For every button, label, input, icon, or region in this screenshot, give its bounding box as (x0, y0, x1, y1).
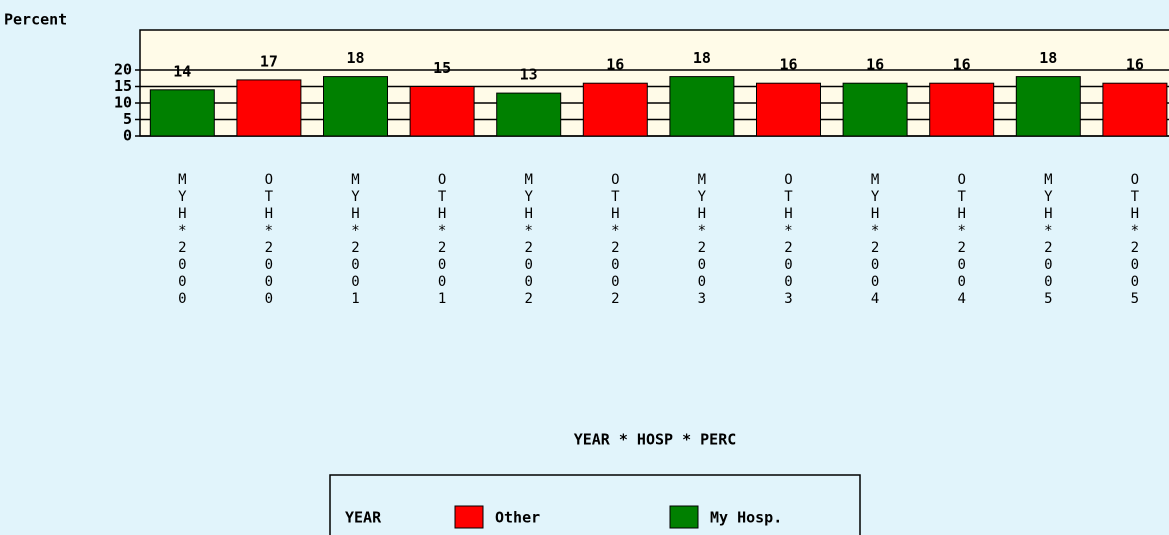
y-tick-label: 10 (114, 94, 132, 112)
data-label: 18 (693, 49, 711, 67)
data-label: 16 (606, 56, 624, 74)
data-label: 16 (1126, 56, 1144, 74)
legend-title: YEAR (345, 509, 382, 527)
y-tick-label: 20 (114, 61, 132, 79)
x-axis-title: YEAR * HOSP * PERC (574, 431, 737, 449)
data-label: 16 (866, 56, 884, 74)
data-label: 16 (779, 56, 797, 74)
data-label: 18 (346, 49, 364, 67)
bar (236, 79, 302, 137)
x-tick-label: MYH*2002 (521, 172, 537, 308)
bar (669, 76, 735, 137)
x-tick-label: OTH*2005 (1127, 172, 1143, 308)
bar (149, 89, 215, 137)
legend (329, 474, 861, 535)
data-label: 14 (173, 62, 191, 80)
data-label: 16 (953, 56, 971, 74)
x-tick-label: OTH*2001 (434, 172, 450, 308)
y-axis-title: Percent (4, 11, 67, 29)
bar (1015, 76, 1081, 137)
legend-swatch (669, 505, 699, 529)
x-tick-label: OTH*2002 (607, 172, 623, 308)
bar (582, 82, 648, 137)
legend-label: Other (495, 509, 540, 527)
y-tick-label: 0 (123, 127, 132, 145)
y-tick-label: 5 (123, 110, 132, 128)
data-label: 18 (1039, 49, 1057, 67)
legend-label: My Hosp. (710, 509, 782, 527)
legend-swatch (454, 505, 484, 529)
bar (756, 82, 821, 137)
x-tick-label: MYH*2005 (1040, 172, 1056, 308)
data-label: 13 (520, 66, 538, 84)
bar (496, 92, 562, 137)
x-tick-label: OTH*2003 (781, 172, 797, 308)
bar (323, 76, 388, 137)
x-tick-label: MYH*2004 (867, 172, 883, 308)
x-tick-label: OTH*2000 (261, 172, 277, 308)
bar (842, 82, 908, 137)
x-tick-label: OTH*2004 (954, 172, 970, 308)
bar (929, 82, 995, 137)
data-label: 15 (433, 59, 451, 77)
plot-area (139, 29, 1169, 137)
bar (1102, 82, 1168, 137)
data-label: 17 (260, 52, 278, 70)
x-tick-label: MYH*2003 (694, 172, 710, 308)
x-tick-label: MYH*2000 (174, 172, 190, 308)
bar (409, 86, 475, 137)
y-tick-label: 15 (114, 77, 132, 95)
x-tick-label: MYH*2001 (348, 172, 364, 308)
